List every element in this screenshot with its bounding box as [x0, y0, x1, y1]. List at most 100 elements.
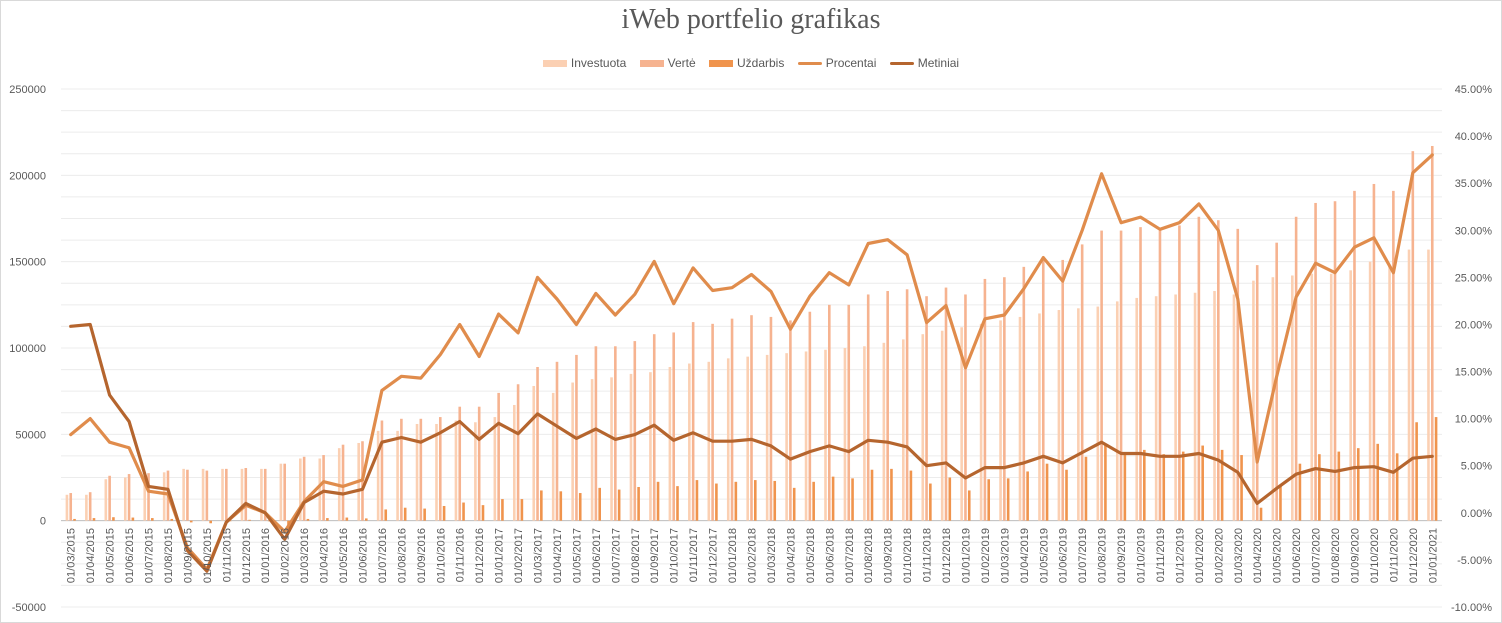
bar-verte — [652, 334, 656, 521]
bar-uzdarbis — [1006, 478, 1010, 521]
x-tick-label: 01/10/2019 — [1136, 528, 1148, 583]
bar-investuota — [1291, 275, 1294, 521]
x-tick-label: 01/02/2020 — [1213, 528, 1225, 583]
y-right-tick-label: 5.00% — [1461, 461, 1492, 473]
bar-investuota — [921, 334, 925, 521]
bar-uzdarbis — [364, 518, 368, 521]
bar-verte — [905, 289, 909, 521]
x-tick-label: 01/01/2018 — [727, 528, 739, 583]
bar-investuota — [65, 494, 69, 521]
bar-uzdarbis — [1376, 443, 1380, 521]
bar-verte — [886, 291, 889, 521]
bar-investuota — [1193, 292, 1197, 521]
bar-investuota — [610, 377, 613, 521]
bar-verte — [1411, 151, 1415, 521]
x-tick-label: 01/02/2019 — [980, 528, 992, 583]
bar-verte — [283, 463, 286, 521]
bar-investuota — [1174, 294, 1177, 521]
bar-investuota — [1407, 249, 1411, 521]
bar-verte — [458, 406, 462, 521]
x-tick-label: 01/11/2017 — [688, 528, 700, 582]
x-tick-label: 01/07/2015 — [144, 528, 156, 583]
y-right-tick-label: 15.00% — [1455, 367, 1493, 379]
bar-uzdarbis — [520, 499, 524, 521]
x-tick-label: 01/04/2015 — [85, 528, 97, 583]
bar-verte — [69, 493, 73, 521]
bar-investuota — [999, 320, 1002, 521]
bar-verte — [1392, 190, 1395, 521]
bar-investuota — [765, 354, 769, 521]
bar-uzdarbis — [1395, 453, 1399, 521]
x-tick-label: 01/07/2017 — [610, 528, 622, 583]
bar-investuota — [221, 468, 224, 521]
bar-investuota — [863, 346, 866, 521]
x-tick-label: 01/11/2016 — [455, 528, 467, 582]
y-right-tick-labels: -10.00% -5.00% 0.00% 5.00% 10.00% 15.00% 20.00… — [1451, 84, 1492, 614]
bar-verte — [614, 346, 617, 521]
legend-swatch-verte — [639, 60, 664, 68]
bar-verte — [263, 468, 267, 521]
bar-investuota — [1427, 249, 1430, 521]
bar-investuota — [260, 468, 263, 521]
bar-uzdarbis — [754, 480, 757, 521]
x-tick-label: 01/01/2016 — [260, 528, 272, 583]
bar-uzdarbis — [656, 481, 660, 521]
bar-verte — [769, 316, 773, 521]
bar-investuota — [668, 366, 672, 521]
bar-investuota — [415, 423, 419, 521]
x-tick-label: 01/12/2016 — [474, 528, 486, 583]
bar-uzdarbis — [1045, 463, 1049, 521]
bar-uzdarbis — [1434, 417, 1438, 521]
x-tick-label: 01/04/2018 — [785, 528, 797, 583]
x-tick-label: 01/12/2018 — [941, 528, 953, 583]
x-tick-label: 01/05/2016 — [338, 528, 350, 583]
bar-uzdarbis — [948, 477, 952, 521]
chart-title: iWeb portfelio grafikas — [621, 4, 881, 35]
bar-investuota — [1135, 297, 1139, 521]
x-tick-label: 01/11/2020 — [1388, 528, 1400, 582]
y-left-tick-label: 250000 — [9, 84, 46, 96]
bar-uzdarbis — [676, 486, 679, 521]
bar-uzdarbis — [598, 487, 601, 521]
bar-uzdarbis — [695, 480, 699, 521]
bar-investuota — [454, 420, 458, 521]
bar-uzdarbis — [73, 518, 76, 521]
bar-uzdarbis — [345, 517, 349, 521]
x-tick-label: 01/12/2017 — [708, 528, 720, 583]
bar-verte — [1041, 256, 1045, 521]
x-tick-label: 01/09/2017 — [649, 528, 661, 583]
x-tick-label: 01/02/2018 — [747, 528, 759, 583]
bar-investuota — [279, 463, 283, 521]
x-tick-label: 01/11/2019 — [1155, 528, 1167, 582]
bar-investuota — [1329, 273, 1333, 521]
bar-uzdarbis — [559, 491, 563, 521]
y-right-tick-label: 20.00% — [1455, 319, 1493, 331]
x-tick-label: 01/02/2016 — [280, 528, 292, 583]
bar-verte — [1022, 266, 1026, 521]
bar-investuota — [804, 351, 808, 521]
bar-verte — [672, 332, 675, 521]
y-right-tick-label: 35.00% — [1455, 178, 1493, 190]
bar-investuota — [1388, 265, 1391, 521]
bar-uzdarbis — [1298, 463, 1302, 521]
legend-label-verte: Vertė — [667, 55, 696, 70]
legend-swatch-uzdarbis — [708, 60, 733, 68]
x-tick-label: 01/10/2017 — [669, 528, 681, 583]
x-tick-label: 01/06/2018 — [824, 528, 836, 583]
bar-uzdarbis — [1337, 451, 1341, 521]
bar-verte — [964, 294, 967, 521]
bar-verte — [555, 361, 559, 521]
bar-verte — [711, 323, 714, 521]
x-tick-label: 01/12/2020 — [1408, 528, 1420, 583]
bar-uzdarbis — [1181, 451, 1185, 521]
x-tick-label: 01/10/2020 — [1369, 528, 1381, 583]
bar-verte — [516, 384, 520, 521]
bar-verte — [1178, 225, 1181, 521]
bar-verte — [244, 468, 248, 521]
bar-verte — [944, 287, 948, 521]
bar-investuota — [1252, 280, 1255, 521]
bar-uzdarbis — [1240, 455, 1243, 521]
bar-verte — [322, 455, 325, 521]
x-tick-label: 01/02/2017 — [513, 528, 525, 583]
x-tick-label: 01/05/2020 — [1272, 528, 1284, 583]
